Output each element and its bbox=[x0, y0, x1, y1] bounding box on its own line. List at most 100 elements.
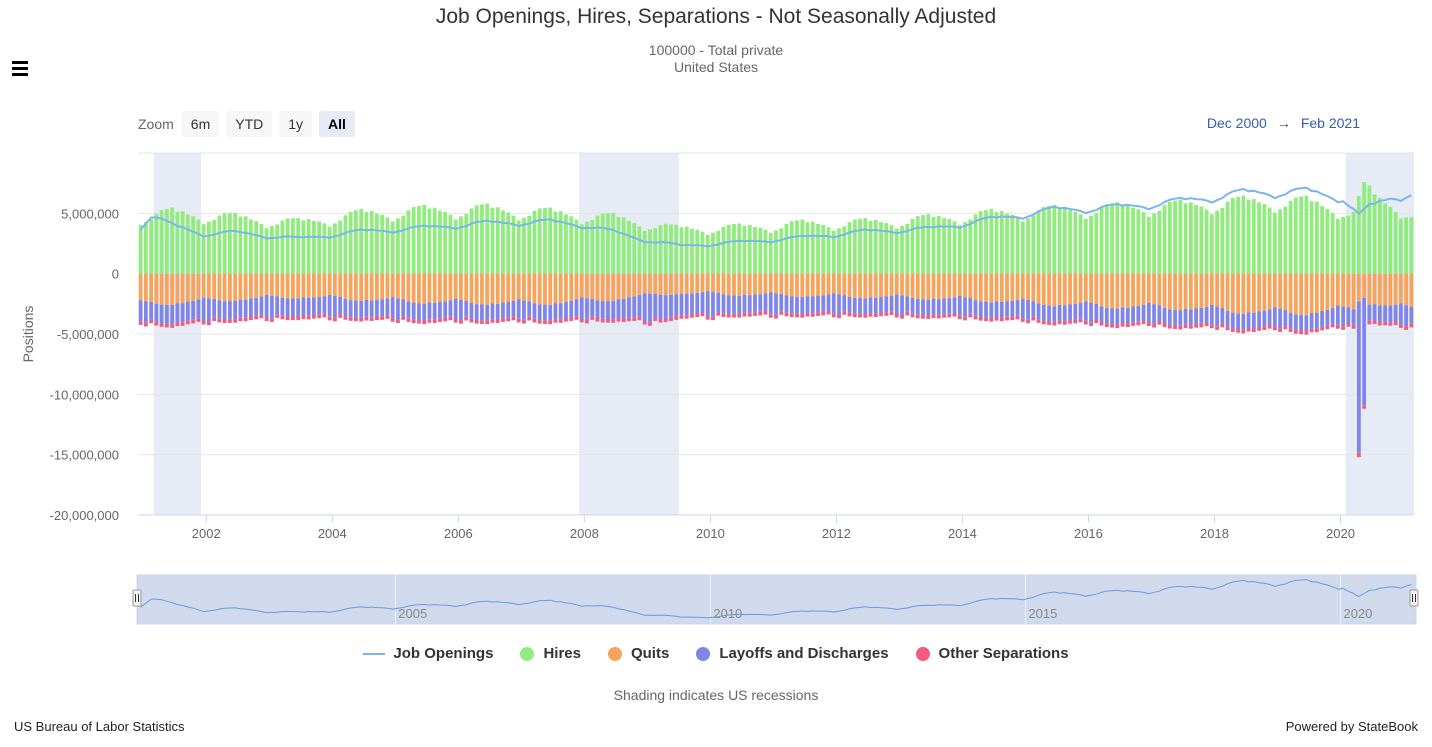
bar-quits bbox=[1398, 273, 1403, 304]
bar-hires bbox=[905, 223, 910, 274]
bar-quits bbox=[1314, 273, 1319, 313]
bar-quits bbox=[175, 273, 180, 304]
bar-layoffs bbox=[695, 292, 700, 314]
bar-other-separations bbox=[1293, 330, 1298, 334]
y-tick-label: 5,000,000 bbox=[61, 206, 119, 221]
bar-other-separations bbox=[1062, 321, 1067, 325]
bar-other-separations bbox=[180, 322, 185, 326]
bar-hires bbox=[206, 221, 211, 274]
bar-hires bbox=[154, 213, 159, 274]
zoom-all-button[interactable]: All bbox=[319, 111, 355, 137]
navigator-left-handle[interactable] bbox=[132, 589, 142, 607]
bar-layoffs bbox=[590, 298, 595, 317]
bar-layoffs bbox=[1089, 302, 1093, 323]
bar-hires bbox=[1057, 208, 1062, 274]
bar-quits bbox=[737, 273, 742, 296]
bar-layoffs bbox=[1204, 306, 1209, 323]
bar-hires bbox=[159, 210, 164, 274]
source-credit[interactable]: US Bureau of Labor Statistics bbox=[14, 719, 185, 734]
bar-hires bbox=[201, 224, 206, 274]
bar-layoffs bbox=[364, 299, 369, 317]
navigator-tick-label: 2010 bbox=[713, 606, 742, 621]
zoom-1y-button[interactable]: 1y bbox=[279, 111, 313, 137]
bar-hires bbox=[1089, 215, 1093, 274]
bar-other-separations bbox=[149, 319, 154, 324]
bar-quits bbox=[453, 273, 458, 299]
bar-quits bbox=[926, 273, 931, 300]
bar-hires bbox=[1157, 210, 1162, 274]
bar-hires bbox=[243, 216, 248, 274]
bar-other-separations bbox=[206, 321, 211, 326]
bar-other-separations bbox=[1052, 321, 1057, 326]
bar-other-separations bbox=[1335, 325, 1340, 329]
bar-other-separations bbox=[359, 317, 364, 322]
bar-quits bbox=[233, 273, 238, 302]
bar-hires bbox=[1031, 215, 1036, 274]
bar-layoffs bbox=[1356, 301, 1361, 453]
bar-layoffs bbox=[1073, 304, 1078, 320]
hamburger-menu-icon[interactable] bbox=[8, 58, 32, 80]
bar-other-separations bbox=[296, 316, 301, 321]
bar-layoffs bbox=[170, 304, 175, 325]
bar-other-separations bbox=[800, 314, 805, 318]
navigator-right-handle[interactable] bbox=[1409, 589, 1419, 607]
range-to[interactable]: Feb 2021 bbox=[1300, 115, 1360, 131]
bar-quits bbox=[1377, 273, 1382, 306]
legend-hires[interactable]: Hires bbox=[519, 645, 581, 662]
bar-quits bbox=[1246, 273, 1251, 313]
bar-layoffs bbox=[159, 304, 164, 324]
legend-job-openings[interactable]: Job Openings bbox=[363, 645, 493, 662]
bar-quits bbox=[1204, 273, 1209, 307]
bar-layoffs bbox=[1236, 313, 1240, 330]
bar-other-separations bbox=[1104, 323, 1109, 328]
navigator-line bbox=[140, 579, 1412, 619]
bar-hires bbox=[1041, 207, 1046, 274]
bar-layoffs bbox=[884, 296, 889, 313]
bar-hires bbox=[427, 208, 432, 274]
bar-other-separations bbox=[1299, 330, 1303, 335]
bar-hires bbox=[957, 225, 962, 274]
bar-other-separations bbox=[264, 317, 269, 322]
bar-layoffs bbox=[212, 298, 217, 318]
zoom-ytd-button[interactable]: YTD bbox=[226, 111, 273, 137]
bar-other-separations bbox=[795, 313, 799, 318]
range-from[interactable]: Dec 2000 bbox=[1206, 115, 1267, 131]
bar-hires bbox=[359, 208, 364, 274]
bar-layoffs bbox=[947, 298, 952, 314]
legend-label: Hires bbox=[543, 645, 581, 662]
bar-other-separations bbox=[301, 315, 306, 320]
bar-hires bbox=[511, 215, 516, 274]
bar-hires bbox=[1351, 211, 1356, 274]
bar-other-separations bbox=[233, 319, 238, 323]
bar-other-separations bbox=[585, 319, 589, 324]
legend-dot-icon bbox=[915, 646, 930, 661]
bar-hires bbox=[1194, 205, 1198, 274]
bar-hires bbox=[495, 207, 500, 274]
bar-other-separations bbox=[957, 315, 962, 320]
zoom-6m-button[interactable]: 6m bbox=[181, 111, 220, 137]
legend-quits[interactable]: Quits bbox=[607, 645, 669, 662]
bar-other-separations bbox=[1314, 328, 1319, 333]
bar-quits bbox=[406, 273, 411, 302]
bar-other-separations bbox=[553, 319, 558, 323]
bar-hires bbox=[1372, 194, 1377, 274]
bar-other-separations bbox=[669, 317, 673, 322]
bar-other-separations bbox=[501, 318, 505, 322]
legend-layoffs[interactable]: Layoffs and Discharges bbox=[695, 645, 889, 662]
legend-other-separations[interactable]: Other Separations bbox=[915, 645, 1069, 662]
zoom-controls: Zoom 6m YTD 1y All bbox=[138, 110, 362, 138]
bar-quits bbox=[831, 273, 836, 294]
bar-other-separations bbox=[1178, 325, 1183, 330]
bar-quits bbox=[511, 273, 516, 301]
bar-hires bbox=[1341, 216, 1346, 274]
bar-layoffs bbox=[222, 301, 227, 320]
bar-layoffs bbox=[1299, 314, 1303, 331]
bar-other-separations bbox=[600, 318, 605, 323]
bar-quits bbox=[469, 273, 474, 303]
bar-layoffs bbox=[1157, 305, 1162, 322]
bar-other-separations bbox=[537, 320, 542, 324]
bar-other-separations bbox=[574, 316, 579, 320]
powered-by-credit[interactable]: Powered by StateBook bbox=[1285, 719, 1418, 734]
bar-layoffs bbox=[821, 295, 826, 312]
bar-other-separations bbox=[611, 319, 616, 323]
